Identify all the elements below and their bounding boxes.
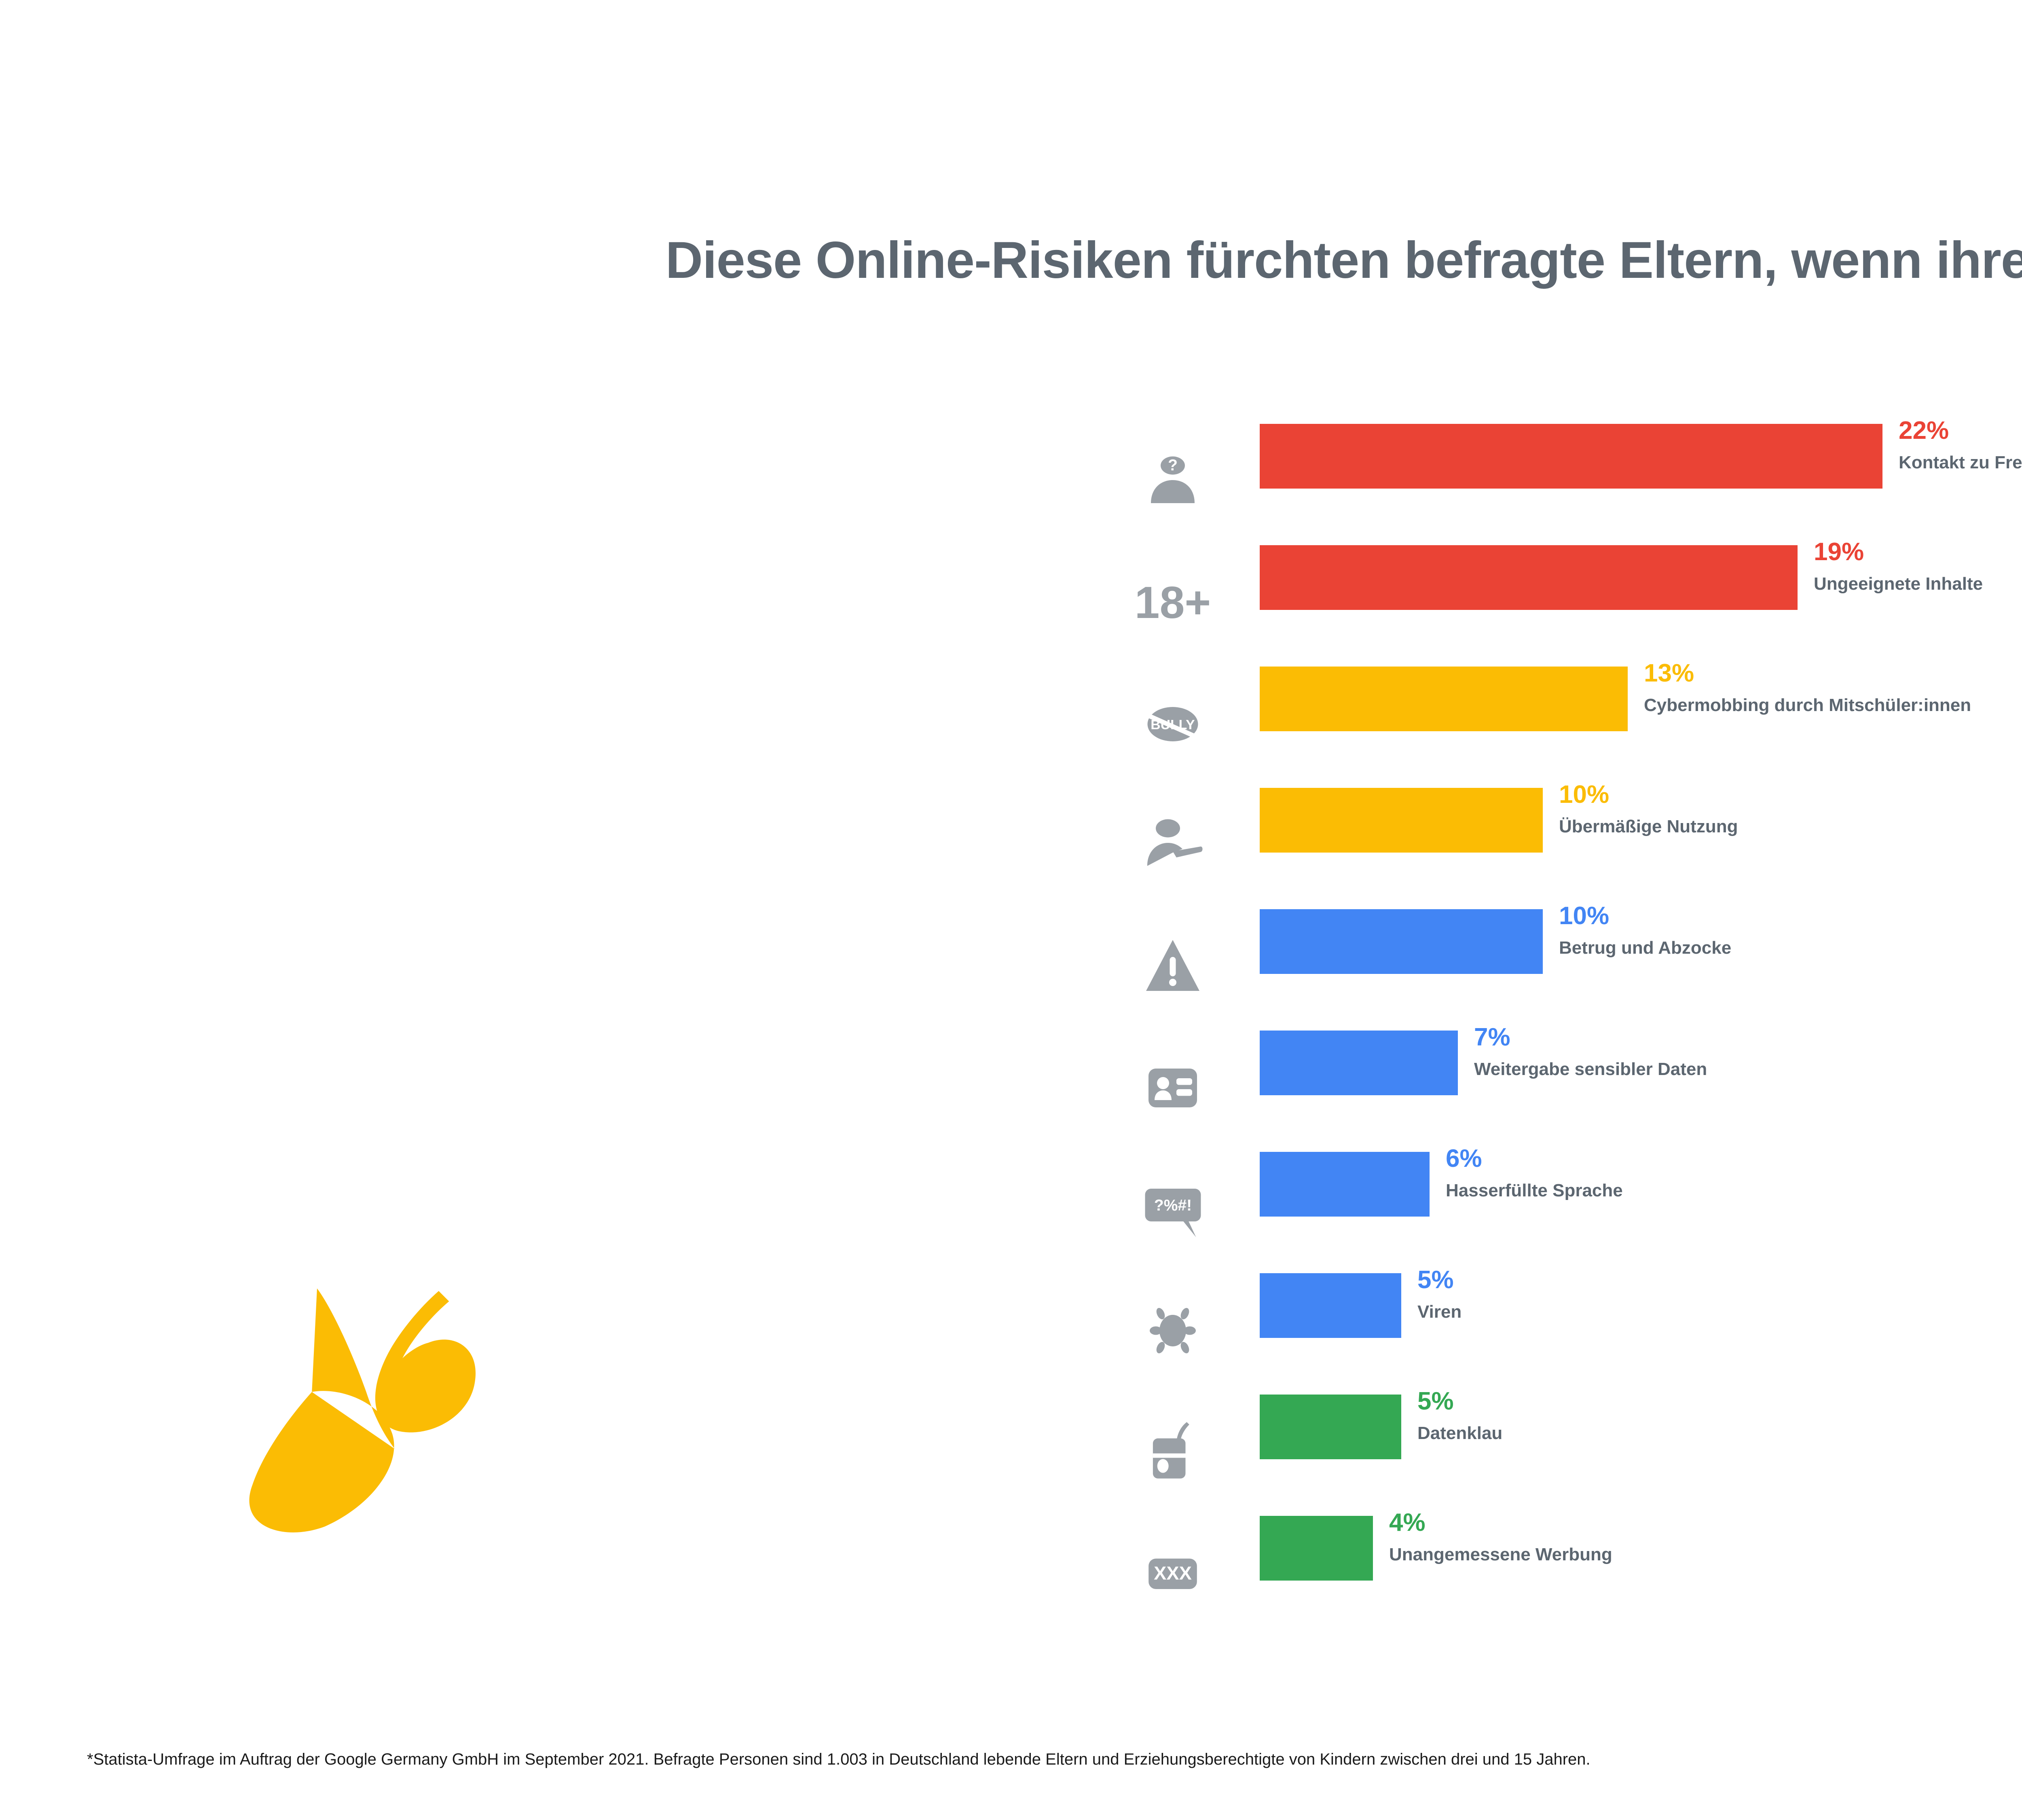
bar-label: Hasserfüllte Sprache [1446,1181,1623,1200]
age-18-plus-icon: 18+ [1092,542,1254,663]
swear-speech-bubble-icon: ?%#! [1092,1149,1254,1270]
chart-row: 10% Übermäßige Nutzung [0,782,2022,906]
bar [1260,545,1798,610]
bar-value-group: 13% Cybermobbing durch Mitschüler:innen [1644,661,1971,714]
bar-label: Datenklau [1417,1423,1503,1443]
chart-row: 7% Weitergabe sensibler Daten [0,1025,2022,1149]
bar-label: Betrug und Abzocke [1559,938,1732,958]
bar-value-group: 19% Ungeeignete Inhalte [1814,540,1983,593]
bar [1260,1395,1401,1459]
bar-label: Übermäßige Nutzung [1559,817,1738,836]
bar-chart: ? 22% Kontakt zu Fremden 18+ 19% Ungeeignete … [0,418,2022,1634]
bar-value: 10% [1559,902,1610,930]
bar-value: 19% [1814,538,1864,566]
bar-label: Weitergabe sensibler Daten [1474,1059,1707,1079]
bar-value-group: 10% Betrug und Abzocke [1559,904,1731,957]
page-title: Diese Online-Risiken fürchten befragte E… [665,231,2022,289]
bar-value-group: 7% Weitergabe sensibler Daten [1474,1025,1707,1078]
excessive-usage-person-icon [1092,785,1254,906]
bar-label: Viren [1417,1302,1462,1322]
chart-row: 5% Viren [0,1268,2022,1391]
bar-value-group: 10% Übermäßige Nutzung [1559,782,1738,836]
bar-label: Ungeeignete Inhalte [1814,574,1983,594]
bar-value: 22% [1899,417,1949,444]
virus-bug-icon [1092,1270,1254,1391]
bar-label: Unangemessene Werbung [1389,1545,1612,1564]
bar-value: 5% [1417,1266,1454,1294]
svg-text:XXX: XXX [1154,1563,1192,1584]
bar [1260,1031,1458,1095]
chart-row: ?%#! 6% Hasserfüllte Sprache [0,1146,2022,1270]
bar-value: 13% [1644,659,1694,687]
bar-label: Kontakt zu Fremden [1899,453,2022,472]
svg-text:?%#!: ?%#! [1154,1197,1191,1214]
bar-value-group: 5% Datenklau [1417,1389,1502,1442]
warning-triangle-icon [1092,906,1254,1027]
bar-value: 10% [1559,781,1610,808]
bar [1260,1152,1430,1217]
chart-row: 5% Datenklau [0,1389,2022,1513]
svg-text:?: ? [1168,457,1178,474]
bar [1260,788,1543,853]
data-theft-icon [1092,1391,1254,1513]
bar-value-group: 6% Hasserfüllte Sprache [1446,1146,1623,1200]
bar [1260,909,1543,974]
bar-label: Cybermobbing durch Mitschüler:innen [1644,695,1971,715]
bar [1260,1273,1401,1338]
bar-value: 6% [1446,1145,1482,1172]
id-card-icon [1092,1027,1254,1149]
bar-value-group: 22% Kontakt zu Fremden [1899,418,2022,472]
bar-value: 5% [1417,1387,1454,1415]
bar [1260,424,1882,489]
bar [1260,1516,1373,1581]
bar-value-group: 5% Viren [1417,1268,1462,1321]
chart-row: ? 22% Kontakt zu Fremden [0,418,2022,542]
chart-row: 18+ 19% Ungeeignete Inhalte [0,540,2022,663]
xxx-content-icon: XXX [1092,1513,1254,1634]
footnote: *Statista-Umfrage im Auftrag der Google … [87,1750,1591,1768]
chart-row: XXX 4% Unangemessene Werbung [0,1510,2022,1634]
bar-value: 4% [1389,1509,1426,1536]
bar [1260,667,1628,731]
chart-row: 10% Betrug und Abzocke [0,904,2022,1027]
stranger-person-icon: ? [1092,421,1254,542]
no-bullying-icon: BULLY [1092,663,1254,785]
chart-row: BULLY 13% Cybermobbing durch Mitschüler:in… [0,661,2022,785]
bar-value: 7% [1474,1023,1510,1051]
quote-open-yellow-icon [249,1288,476,1533]
svg-text:18+: 18+ [1135,577,1211,628]
bar-value-group: 4% Unangemessene Werbung [1389,1510,1612,1564]
